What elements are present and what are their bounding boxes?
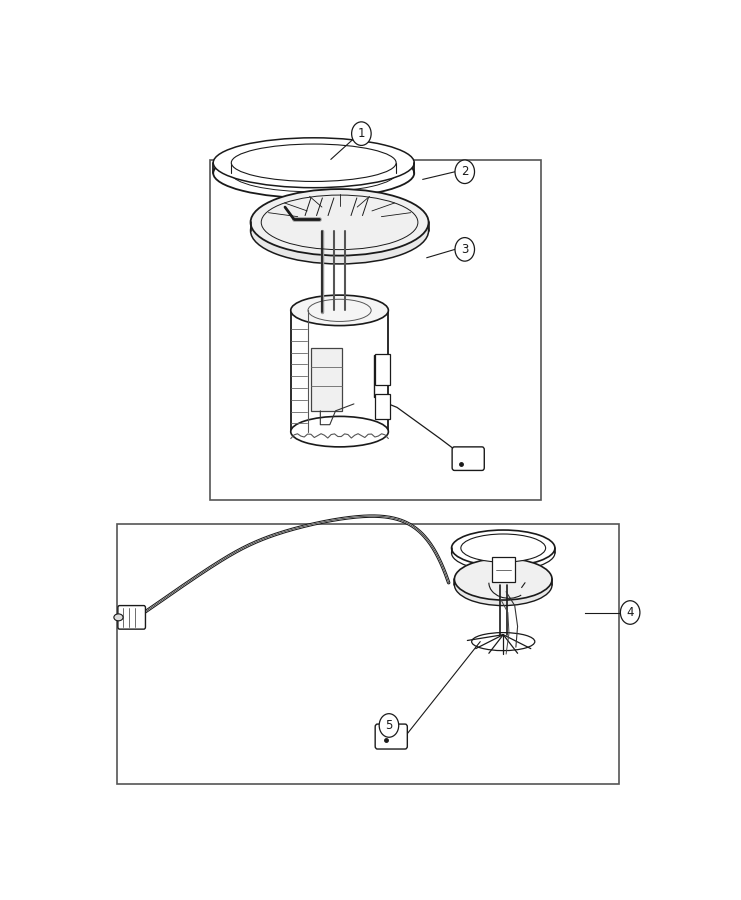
Text: 5: 5 — [385, 719, 393, 732]
Ellipse shape — [231, 155, 396, 192]
Ellipse shape — [213, 138, 414, 188]
FancyBboxPatch shape — [452, 447, 485, 471]
FancyBboxPatch shape — [210, 160, 540, 500]
Circle shape — [455, 160, 474, 184]
Ellipse shape — [250, 197, 428, 264]
Ellipse shape — [461, 534, 545, 562]
Ellipse shape — [290, 417, 388, 447]
Ellipse shape — [454, 564, 552, 606]
FancyBboxPatch shape — [375, 394, 390, 419]
Ellipse shape — [451, 535, 555, 571]
Ellipse shape — [114, 614, 123, 621]
FancyBboxPatch shape — [117, 524, 619, 784]
Ellipse shape — [454, 558, 552, 600]
FancyBboxPatch shape — [492, 557, 515, 582]
Circle shape — [455, 238, 474, 261]
Circle shape — [620, 600, 640, 625]
Ellipse shape — [290, 295, 388, 326]
Circle shape — [352, 122, 371, 146]
Ellipse shape — [231, 144, 396, 182]
FancyBboxPatch shape — [118, 606, 145, 629]
Text: 4: 4 — [626, 606, 634, 619]
Text: 2: 2 — [461, 166, 468, 178]
FancyBboxPatch shape — [375, 724, 408, 749]
Ellipse shape — [213, 148, 414, 198]
Ellipse shape — [451, 530, 555, 566]
FancyBboxPatch shape — [375, 354, 390, 384]
Text: 3: 3 — [461, 243, 468, 256]
Circle shape — [379, 714, 399, 737]
Ellipse shape — [250, 189, 428, 256]
FancyBboxPatch shape — [311, 348, 342, 410]
Text: 1: 1 — [358, 127, 365, 140]
Ellipse shape — [471, 633, 535, 651]
